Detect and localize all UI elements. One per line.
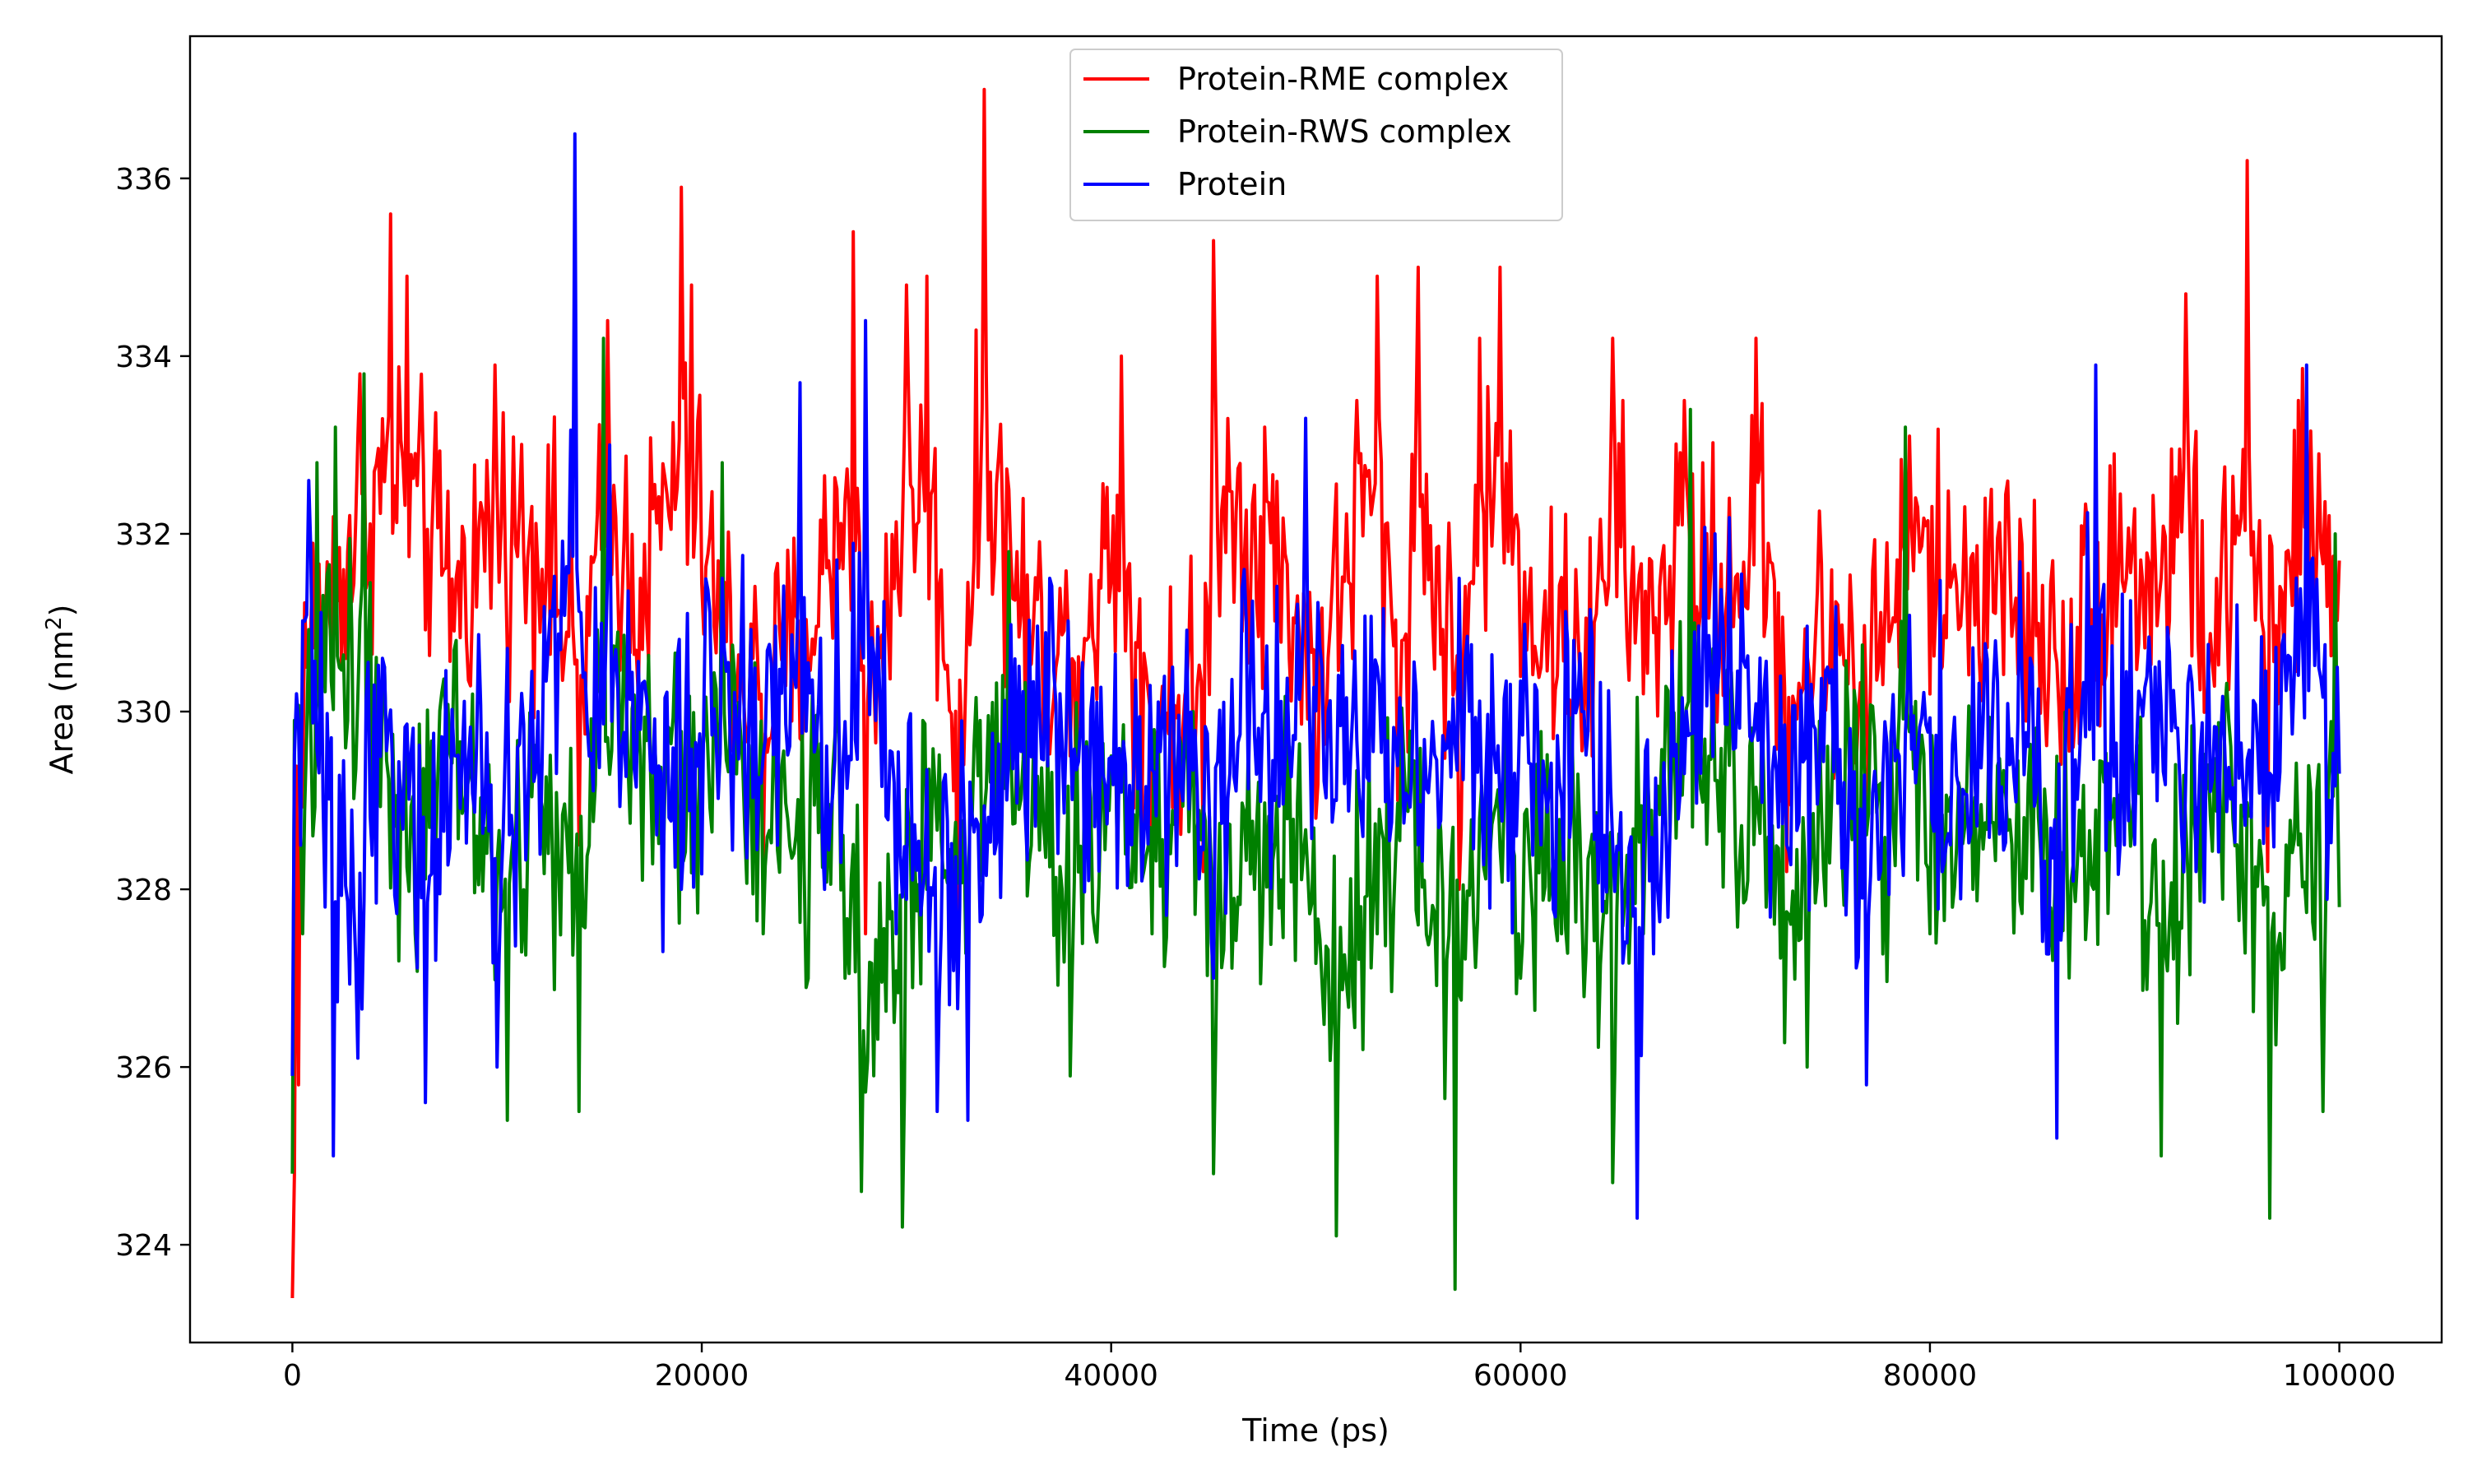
series-line-1 xyxy=(290,87,2341,1299)
y-axis-title-close: ) xyxy=(44,605,80,617)
x-tick-label: 0 xyxy=(283,1359,302,1393)
x-tick-label: 80000 xyxy=(1883,1359,1978,1393)
y-tick-label: 324 xyxy=(115,1229,172,1263)
y-axis-title-superscript: 2 xyxy=(42,616,67,630)
y-axis-title-main: Area (nm xyxy=(44,630,80,774)
series-line-3 xyxy=(290,132,2341,1220)
legend: Protein-RME complex Protein-RWS complex Pr… xyxy=(1069,49,1563,221)
y-tick-label: 326 xyxy=(115,1051,172,1085)
y-tick-label: 328 xyxy=(115,874,172,907)
series-layer xyxy=(290,87,2341,1299)
legend-item: Protein-RWS complex xyxy=(1083,114,1512,150)
x-tick-label: 100000 xyxy=(2283,1359,2396,1393)
y-tick-label: 336 xyxy=(115,163,172,197)
x-tick-label: 20000 xyxy=(655,1359,749,1393)
legend-item: Protein-RME complex xyxy=(1083,61,1509,97)
x-axis-title: Time (ps) xyxy=(1241,1412,1389,1449)
legend-label: Protein-RWS complex xyxy=(1177,114,1512,150)
x-tick-label: 40000 xyxy=(1064,1359,1158,1393)
legend-label: Protein-RME complex xyxy=(1177,61,1509,97)
x-axis: 0 20000 40000 60000 80000 100000 xyxy=(283,1343,2396,1393)
y-tick-label: 332 xyxy=(115,518,172,552)
y-tick-label: 330 xyxy=(115,696,172,730)
y-tick-label: 334 xyxy=(115,341,172,374)
y-axis: 324 326 328 330 332 334 336 xyxy=(115,163,190,1263)
y-axis-title: Area (nm2) xyxy=(42,605,80,775)
legend-box xyxy=(1069,49,1563,221)
legend-label: Protein xyxy=(1177,166,1287,202)
legend-item: Protein xyxy=(1083,166,1287,202)
x-tick-label: 60000 xyxy=(1473,1359,1568,1393)
plot-frame xyxy=(188,35,2443,1344)
